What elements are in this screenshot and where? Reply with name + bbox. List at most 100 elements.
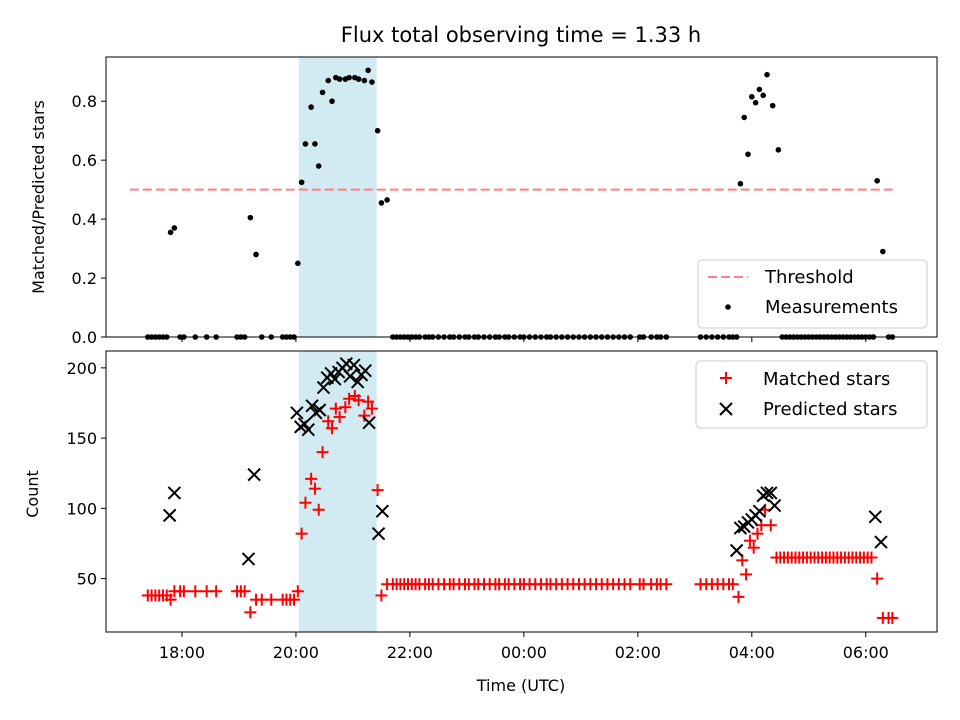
top-y-tick-label: 0.6 xyxy=(72,151,97,170)
predicted-star-point xyxy=(162,508,177,523)
measurement-point xyxy=(880,248,886,255)
measurement-point xyxy=(374,127,381,134)
predicted-star-point xyxy=(305,399,319,413)
x-tick-label: 20:00 xyxy=(273,643,319,662)
predicted-star-point xyxy=(760,486,774,500)
legend-predicted-swatch xyxy=(719,402,733,416)
matched-star-point xyxy=(244,606,257,619)
predicted-star-point xyxy=(312,403,327,417)
predicted-star-point xyxy=(729,543,744,558)
matched-star-point xyxy=(375,589,388,602)
measurement-point xyxy=(384,197,390,203)
bottom-y-tick-label: 150 xyxy=(66,429,97,448)
legend-measurements-label: Measurements xyxy=(765,297,898,318)
measurement-point xyxy=(745,151,751,158)
top-y-tick-label: 0.0 xyxy=(72,328,97,347)
matched-star-point xyxy=(308,482,321,495)
x-axis-label: Time (UTC) xyxy=(476,676,565,695)
x-tick-label: 04:00 xyxy=(729,643,775,662)
x-tick-label: 22:00 xyxy=(387,643,433,662)
measurement-point xyxy=(361,77,368,84)
matched-star-point xyxy=(322,415,335,428)
top-y-tick-label: 0.2 xyxy=(72,269,97,288)
matched-star-point xyxy=(177,585,190,598)
legend-matched-swatch xyxy=(720,372,732,384)
measurement-point xyxy=(167,229,174,236)
predicted-star-point xyxy=(767,498,782,513)
top-y-axis-label: Matched/Predicted stars xyxy=(29,100,48,294)
matched-star-point xyxy=(299,496,312,509)
measurement-point xyxy=(874,177,880,184)
top-x-ticks xyxy=(181,337,867,342)
matched-star-point xyxy=(265,593,278,606)
measurement-point xyxy=(336,76,343,82)
matched-star-point xyxy=(764,519,777,532)
x-tick-label: 18:00 xyxy=(159,643,205,662)
figure-title: Flux total observing time = 1.33 h xyxy=(341,23,701,47)
measurement-point xyxy=(756,86,763,93)
matched-star-point xyxy=(333,411,346,424)
predicted-star-point xyxy=(297,417,312,431)
measurement-point xyxy=(325,77,332,84)
top-panel: 0.00.20.40.60.8 Matched/Predicted stars … xyxy=(29,56,938,347)
top-legend: Threshold Measurements xyxy=(697,259,928,329)
measurement-point xyxy=(298,179,305,186)
measurement-point xyxy=(764,71,770,78)
matched-star-point xyxy=(886,611,899,624)
matched-star-point xyxy=(371,484,384,497)
matched-star-point xyxy=(316,446,329,459)
predicted-star-point xyxy=(347,358,361,372)
matched-star-point xyxy=(312,503,325,516)
matched-star-point xyxy=(189,585,202,598)
bottom-legend-box xyxy=(695,360,928,429)
matched-star-point xyxy=(343,392,356,405)
bottom-panel: 50 100 150 200 18:00 20:00 22:00 00:00 02:00 04:… xyxy=(23,350,938,695)
predicted-star-point xyxy=(241,552,256,566)
bottom-y-ticks: 50 100 150 200 xyxy=(66,359,106,589)
predicted-star-point xyxy=(290,406,304,420)
matched-star-point xyxy=(726,578,739,591)
bottom-points-layer xyxy=(141,356,899,624)
measurement-point xyxy=(369,79,375,85)
measurement-point xyxy=(253,251,259,258)
matched-star-point xyxy=(871,572,884,585)
measurement-point xyxy=(315,163,322,169)
top-y-tick-label: 0.8 xyxy=(72,92,97,111)
x-tick-label: 06:00 xyxy=(843,643,889,662)
matched-star-point xyxy=(238,585,251,598)
measurement-point xyxy=(769,102,776,109)
predicted-star-point xyxy=(874,535,888,549)
measurement-point xyxy=(355,76,362,82)
bottom-x-ticks: 18:00 20:00 22:00 00:00 02:00 04:00 06:00 xyxy=(159,632,889,662)
measurement-point xyxy=(346,74,352,81)
top-legend-box xyxy=(697,259,928,329)
measurement-point xyxy=(295,260,301,267)
matched-star-point xyxy=(751,527,764,540)
bottom-shaded-region xyxy=(298,351,377,632)
measurement-point xyxy=(737,180,744,187)
matched-star-point xyxy=(732,590,745,603)
matched-star-point xyxy=(329,402,342,415)
x-tick-label: 02:00 xyxy=(615,643,661,662)
measurement-point xyxy=(308,104,314,110)
matched-star-point xyxy=(164,593,177,606)
predicted-star-point xyxy=(358,363,372,378)
legend-matched-label: Matched stars xyxy=(763,369,890,390)
measurement-point xyxy=(365,67,371,74)
measurement-point xyxy=(378,200,385,206)
matched-star-point xyxy=(326,422,339,435)
top-y-ticks: 0.0 0.2 0.4 0.6 0.8 xyxy=(72,92,106,347)
measurement-point xyxy=(752,99,759,106)
predicted-star-point xyxy=(371,526,386,541)
matched-star-point xyxy=(295,527,308,540)
measurement-point xyxy=(302,141,309,147)
measurement-point xyxy=(749,93,755,100)
measurement-point xyxy=(171,225,178,231)
matched-star-point xyxy=(339,401,352,414)
measurement-point xyxy=(775,147,782,153)
predicted-star-point xyxy=(301,422,315,437)
measurement-point xyxy=(312,141,318,147)
predicted-star-point xyxy=(316,380,331,395)
bottom-axes-frame xyxy=(105,350,938,633)
bottom-y-tick-label: 200 xyxy=(66,359,97,378)
